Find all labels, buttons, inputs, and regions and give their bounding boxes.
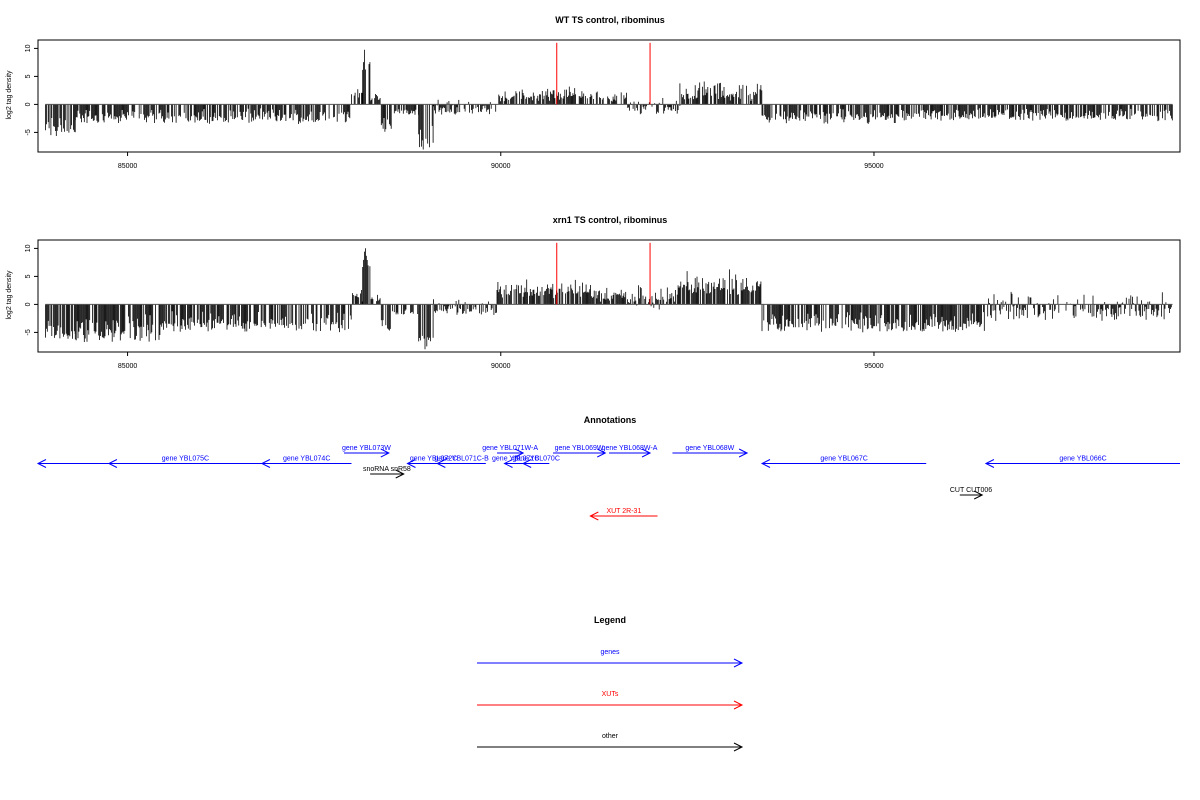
- y-tick-label: 5: [25, 274, 32, 278]
- panel-wt-axes: -5 0 5 10 85000 90000 95000: [25, 44, 884, 170]
- x-tick-label: 95000: [864, 163, 884, 170]
- legend-gene-arrow: [477, 658, 744, 668]
- annotation-items: gene YBL075C gene YBL074C gene YBL073W snoR…: [36, 445, 1180, 521]
- gene-label: gene YBL074C: [283, 456, 330, 463]
- panel-xrn1-frame: [37, 239, 1181, 353]
- gene-label: gene YBL072C: [410, 456, 457, 463]
- panel-wt-bars: [45, 42, 1173, 150]
- gene-label: gene YBL070C: [513, 456, 560, 463]
- legend: Legend genes XUTs other: [477, 615, 744, 752]
- gene-label: gene YBL071C: [492, 456, 539, 463]
- panel-wt-frame: [37, 39, 1181, 153]
- x-tick-label: 85000: [118, 163, 138, 170]
- x-tick-label: 90000: [491, 363, 511, 370]
- panel-wt-ylabel: log2 tag density: [6, 70, 13, 120]
- x-tick-label: 85000: [118, 363, 138, 370]
- x-tick-label: 95000: [864, 363, 884, 370]
- panel-xrn1: xrn1 TS control, ribominus log2 tag dens…: [6, 215, 1181, 370]
- gene-label: gene YBL075C: [162, 456, 209, 463]
- legend-gene-label: genes: [600, 649, 620, 656]
- gene-label: gene YBL068W-A: [602, 445, 658, 452]
- y-tick-label: -5: [25, 329, 32, 335]
- y-tick-label: -5: [25, 129, 32, 135]
- gene-arrow: [36, 459, 109, 468]
- gene-arrow: [522, 459, 550, 468]
- panel-xrn1-title: xrn1 TS control, ribominus: [553, 215, 668, 225]
- legend-xut-arrow: [477, 700, 744, 710]
- gene-label: gene YBL068W: [685, 445, 734, 452]
- y-tick-label: 5: [25, 74, 32, 78]
- legend-xut-label: XUTs: [602, 691, 619, 698]
- gene-arrow: [553, 448, 607, 458]
- other-arrow: [959, 490, 984, 500]
- gene-arrow: [760, 459, 927, 468]
- y-tick-label: 10: [25, 244, 32, 252]
- legend-items: genes XUTs other: [477, 649, 744, 752]
- panel-xrn1-ylabel: log2 tag density: [6, 270, 13, 320]
- gene-arrow: [344, 448, 390, 458]
- other-label: snoRNA snR58: [363, 466, 411, 473]
- gene-arrow: [260, 459, 352, 468]
- gene-arrow: [984, 459, 1180, 468]
- other-label: CUT CUT006: [950, 487, 992, 494]
- y-tick-label: 0: [25, 102, 32, 106]
- legend-other-label: other: [602, 733, 619, 740]
- gene-label: gene YBL071C-B: [434, 456, 489, 463]
- panel-wt: WT TS control, ribominus log2 tag densit…: [6, 15, 1181, 170]
- annotations-track: Annotations gene YBL075C gene YBL074Cgene…: [36, 415, 1180, 521]
- annotations-title: Annotations: [584, 415, 637, 425]
- panel-wt-title: WT TS control, ribominus: [555, 15, 665, 25]
- x-tick-label: 90000: [491, 163, 511, 170]
- gene-label: gene YBL066C: [1059, 456, 1106, 463]
- gene-label: gene YBL069W: [555, 445, 604, 452]
- y-tick-label: 10: [25, 44, 32, 52]
- legend-title: Legend: [594, 615, 626, 625]
- gene-arrow: [436, 459, 486, 468]
- legend-other-arrow: [477, 742, 744, 752]
- gene-arrow: [107, 459, 262, 468]
- gene-arrow: [497, 448, 525, 458]
- gene-label: gene YBL071W-A: [482, 445, 538, 452]
- y-tick-label: 0: [25, 302, 32, 306]
- panel-xrn1-bars: [45, 242, 1173, 350]
- gene-arrow: [672, 448, 749, 458]
- xut-arrow: [589, 511, 658, 521]
- xut-label: XUT 2R-31: [606, 508, 641, 515]
- panel-xrn1-axes: -5 0 5 10 85000 90000 95000: [25, 244, 884, 370]
- gene-arrow: [609, 448, 652, 458]
- gene-label: gene YBL067C: [820, 456, 867, 463]
- gene-label: gene YBL073W: [342, 445, 391, 452]
- other-arrow: [370, 469, 405, 479]
